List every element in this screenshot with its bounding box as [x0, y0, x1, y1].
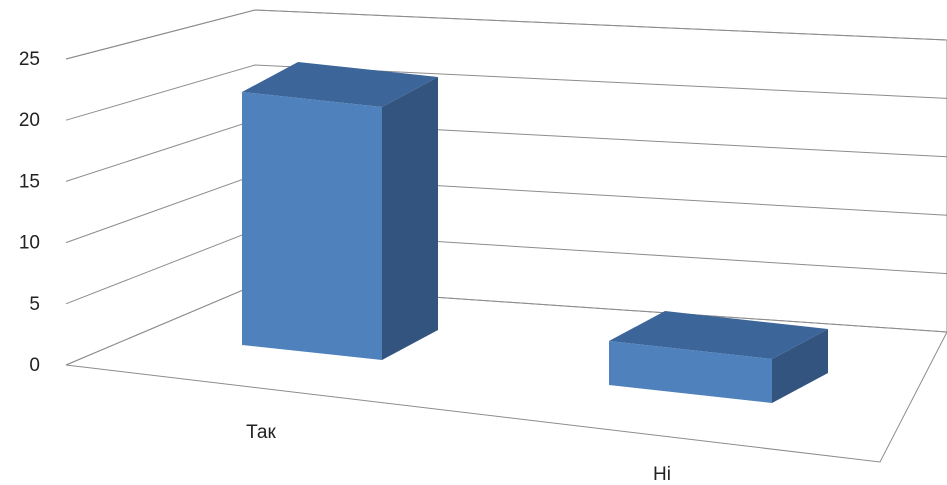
- chart-walls: [65, 9, 947, 463]
- y-axis-ticks: 0 5 10 15 20 25: [19, 49, 40, 376]
- floor-outline: [65, 331, 947, 463]
- back-wall-outline: [65, 9, 947, 366]
- bar-side-face: [772, 329, 828, 403]
- bar-top-face: [609, 311, 828, 359]
- x-axis-categories: Так Ні: [246, 422, 671, 485]
- bar-side-face: [382, 77, 438, 360]
- y-tick-label: 15: [19, 171, 40, 192]
- gridline: [65, 64, 947, 121]
- y-tick-label: 20: [19, 110, 40, 131]
- gridline: [65, 9, 947, 60]
- bar-front-face: [609, 341, 772, 403]
- y-tick-label: 5: [29, 294, 40, 315]
- y-tick-label: 25: [19, 49, 40, 70]
- x-category-label: Ні: [653, 464, 671, 485]
- y-tick-label: 10: [19, 233, 40, 254]
- bar-front-face: [242, 92, 382, 360]
- bar-top-face: [242, 62, 438, 107]
- x-category-label: Так: [246, 422, 276, 443]
- y-tick-label: 0: [29, 355, 40, 376]
- bar-1: [242, 62, 438, 360]
- bar-2: [609, 311, 828, 403]
- bars: [242, 62, 828, 403]
